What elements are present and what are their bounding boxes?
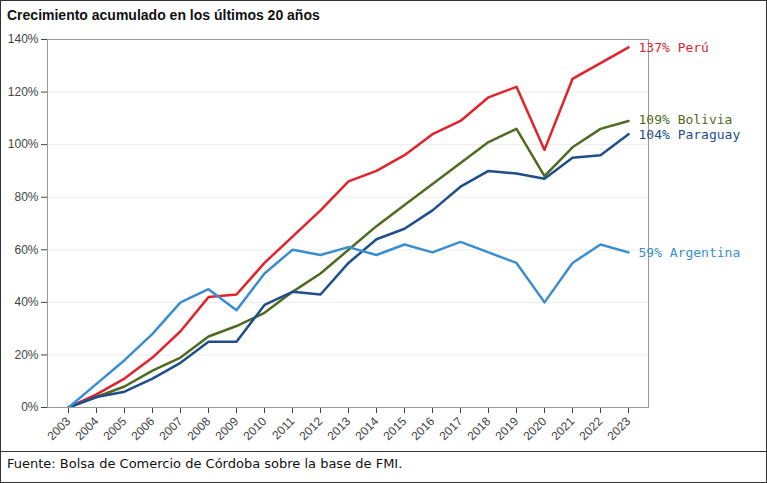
svg-text:2022: 2022 (577, 414, 606, 443)
svg-text:109% Bolivia: 109% Bolivia (639, 112, 733, 127)
svg-text:20%: 20% (14, 348, 38, 362)
svg-text:2006: 2006 (129, 414, 158, 443)
svg-text:2019: 2019 (493, 414, 522, 443)
svg-text:59% Argentina: 59% Argentina (639, 245, 741, 260)
svg-text:2021: 2021 (549, 414, 578, 443)
svg-text:2017: 2017 (437, 414, 466, 443)
svg-text:104% Paraguay: 104% Paraguay (639, 127, 741, 142)
svg-text:80%: 80% (14, 190, 38, 204)
svg-text:100%: 100% (8, 137, 39, 151)
svg-text:140%: 140% (8, 32, 39, 46)
svg-text:0%: 0% (21, 400, 39, 414)
svg-text:2007: 2007 (157, 414, 186, 443)
svg-text:2012: 2012 (297, 414, 326, 443)
svg-text:2009: 2009 (213, 414, 242, 443)
svg-text:40%: 40% (14, 295, 38, 309)
svg-text:2003: 2003 (45, 414, 74, 443)
svg-text:2015: 2015 (381, 414, 410, 443)
svg-text:137% Perú: 137% Perú (639, 40, 709, 55)
svg-text:60%: 60% (14, 243, 38, 257)
svg-text:2014: 2014 (353, 414, 382, 443)
svg-text:2008: 2008 (185, 414, 214, 443)
svg-text:120%: 120% (8, 85, 39, 99)
html-text:Crecimiento acumulado en los ú: Crecimiento acumulado en los últimos 20 … (7, 7, 320, 23)
svg-text:2023: 2023 (605, 414, 634, 443)
svg-text:2011: 2011 (269, 414, 297, 442)
svg-text:2004: 2004 (73, 414, 102, 443)
html-text:Fuente: Bolsa de Comercio de C: Fuente: Bolsa de Comercio de Córdoba sob… (7, 456, 403, 471)
svg-text:2010: 2010 (241, 414, 270, 443)
svg-text:2018: 2018 (465, 414, 494, 443)
svg-text:2005: 2005 (101, 414, 130, 443)
svg-text:2020: 2020 (521, 414, 550, 443)
svg-text:2016: 2016 (409, 414, 438, 443)
svg-text:2013: 2013 (325, 414, 354, 443)
